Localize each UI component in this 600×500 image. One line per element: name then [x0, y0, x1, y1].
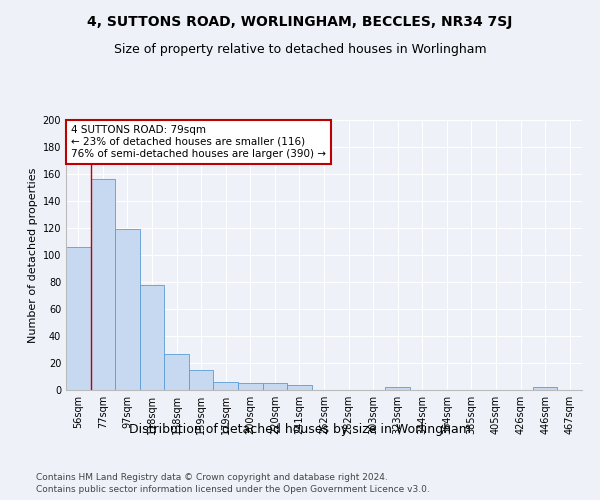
Text: 4, SUTTONS ROAD, WORLINGHAM, BECCLES, NR34 7SJ: 4, SUTTONS ROAD, WORLINGHAM, BECCLES, NR… — [88, 15, 512, 29]
Bar — [164, 354, 189, 390]
Bar — [287, 384, 312, 390]
Bar — [140, 284, 164, 390]
Text: Size of property relative to detached houses in Worlingham: Size of property relative to detached ho… — [113, 42, 487, 56]
Bar — [263, 383, 287, 390]
Text: Distribution of detached houses by size in Worlingham: Distribution of detached houses by size … — [129, 422, 471, 436]
Text: Contains public sector information licensed under the Open Government Licence v3: Contains public sector information licen… — [36, 485, 430, 494]
Bar — [189, 370, 214, 390]
Text: 4 SUTTONS ROAD: 79sqm
← 23% of detached houses are smaller (116)
76% of semi-det: 4 SUTTONS ROAD: 79sqm ← 23% of detached … — [71, 126, 326, 158]
Bar — [91, 180, 115, 390]
Bar — [238, 383, 263, 390]
Bar — [385, 388, 410, 390]
Bar — [214, 382, 238, 390]
Bar — [533, 388, 557, 390]
Bar — [66, 247, 91, 390]
Bar — [115, 230, 140, 390]
Text: Contains HM Land Registry data © Crown copyright and database right 2024.: Contains HM Land Registry data © Crown c… — [36, 472, 388, 482]
Y-axis label: Number of detached properties: Number of detached properties — [28, 168, 38, 342]
